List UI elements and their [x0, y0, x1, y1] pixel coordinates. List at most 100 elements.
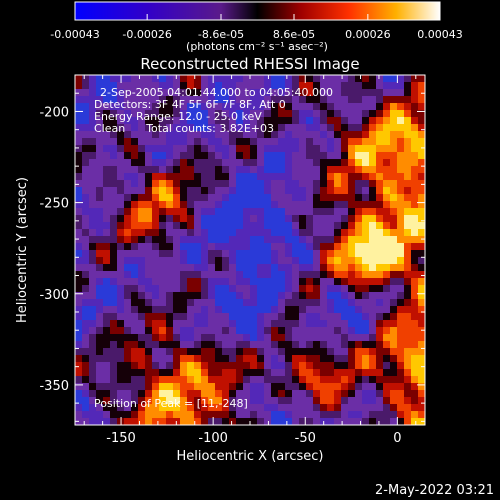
heatmap-cell: [166, 404, 174, 412]
heatmap-cell: [124, 215, 132, 223]
heatmap-cell: [327, 355, 335, 363]
heatmap-cell: [82, 355, 90, 363]
heatmap-cell: [292, 306, 300, 314]
heatmap-cell: [313, 390, 321, 398]
heatmap-cell: [271, 341, 279, 349]
heatmap-cell: [152, 187, 160, 195]
heatmap-cell: [418, 285, 425, 293]
heatmap-cell: [152, 75, 160, 83]
heatmap-cell: [348, 124, 356, 132]
heatmap-cell: [383, 96, 391, 104]
heatmap-cell: [82, 250, 90, 258]
heatmap-cell: [355, 418, 363, 425]
heatmap-cell: [362, 173, 370, 181]
heatmap-cell: [327, 117, 335, 125]
heatmap-cell: [257, 285, 265, 293]
heatmap-cell: [334, 222, 342, 230]
heatmap-cell: [250, 194, 258, 202]
heatmap-cell: [383, 236, 391, 244]
heatmap-cell: [362, 180, 370, 188]
heatmap-cell: [152, 285, 160, 293]
heatmap-cell: [411, 124, 419, 132]
heatmap-cell: [208, 264, 216, 272]
heatmap-cell: [243, 103, 251, 111]
heatmap-cell: [194, 117, 202, 125]
heatmap-cell: [138, 82, 146, 90]
colorbar-tick-label: 0.00043: [417, 28, 463, 41]
heatmap-cell: [236, 131, 244, 139]
heatmap-cell: [411, 243, 419, 251]
heatmap-cell: [278, 411, 286, 419]
heatmap-cell: [131, 320, 139, 328]
heatmap-cell: [313, 173, 321, 181]
heatmap-cell: [82, 341, 90, 349]
heatmap-cell: [229, 201, 237, 209]
heatmap-cell: [327, 103, 335, 111]
heatmap-cell: [292, 327, 300, 335]
heatmap-cell: [313, 117, 321, 125]
heatmap-cell: [250, 152, 258, 160]
heatmap-cell: [306, 145, 314, 153]
heatmap-cell: [201, 159, 209, 167]
heatmap-cell: [208, 173, 216, 181]
heatmap-cell: [208, 215, 216, 223]
heatmap-cell: [166, 152, 174, 160]
heatmap-cell: [341, 187, 349, 195]
heatmap-cell: [236, 411, 244, 419]
heatmap-cell: [229, 166, 237, 174]
heatmap-cell: [166, 390, 174, 398]
heatmap-cell: [292, 222, 300, 230]
heatmap-cell: [257, 110, 265, 118]
heatmap-cell: [159, 299, 167, 307]
heatmap-cell: [257, 229, 265, 237]
heatmap-cell: [75, 299, 83, 307]
heatmap-cell: [124, 411, 132, 419]
heatmap-cell: [313, 362, 321, 370]
heatmap-cell: [152, 250, 160, 258]
heatmap-cell: [390, 103, 398, 111]
heatmap-cell: [103, 278, 111, 286]
heatmap-cell: [194, 229, 202, 237]
heatmap-cell: [201, 208, 209, 216]
heatmap-cell: [320, 187, 328, 195]
footer-timestamp: 2-May-2022 03:21: [375, 483, 494, 498]
heatmap-cell: [341, 117, 349, 125]
heatmap-cell: [201, 131, 209, 139]
heatmap-cell: [341, 362, 349, 370]
heatmap-cell: [82, 369, 90, 377]
heatmap-cell: [362, 418, 370, 425]
heatmap-cell: [383, 117, 391, 125]
heatmap-cell: [222, 124, 230, 132]
heatmap-cell: [103, 264, 111, 272]
heatmap-cell: [362, 103, 370, 111]
heatmap-cell: [173, 334, 181, 342]
heatmap-cell: [411, 201, 419, 209]
heatmap-cell: [82, 257, 90, 265]
heatmap-cell: [397, 320, 405, 328]
heatmap-cell: [397, 362, 405, 370]
heatmap-cell: [166, 292, 174, 300]
heatmap-cell: [313, 152, 321, 160]
heatmap-cell: [243, 222, 251, 230]
heatmap-cell: [383, 334, 391, 342]
heatmap-cell: [376, 278, 384, 286]
heatmap-cell: [110, 138, 118, 146]
heatmap-cell: [390, 131, 398, 139]
heatmap-cell: [411, 110, 419, 118]
heatmap-cell: [166, 236, 174, 244]
heatmap-cell: [103, 285, 111, 293]
heatmap-cell: [299, 320, 307, 328]
heatmap-cell: [96, 250, 104, 258]
heatmap-cell: [75, 131, 83, 139]
heatmap-cell: [306, 376, 314, 384]
heatmap-cell: [271, 236, 279, 244]
heatmap-cell: [82, 411, 90, 419]
heatmap-cell: [334, 397, 342, 405]
heatmap-cell: [264, 299, 272, 307]
heatmap-cell: [159, 201, 167, 209]
heatmap-cell: [222, 355, 230, 363]
heatmap-cell: [327, 89, 335, 97]
heatmap-cell: [75, 292, 83, 300]
heatmap-cell: [299, 397, 307, 405]
colorbar-units: (photons cm⁻² s⁻¹ asec⁻²): [186, 40, 328, 53]
